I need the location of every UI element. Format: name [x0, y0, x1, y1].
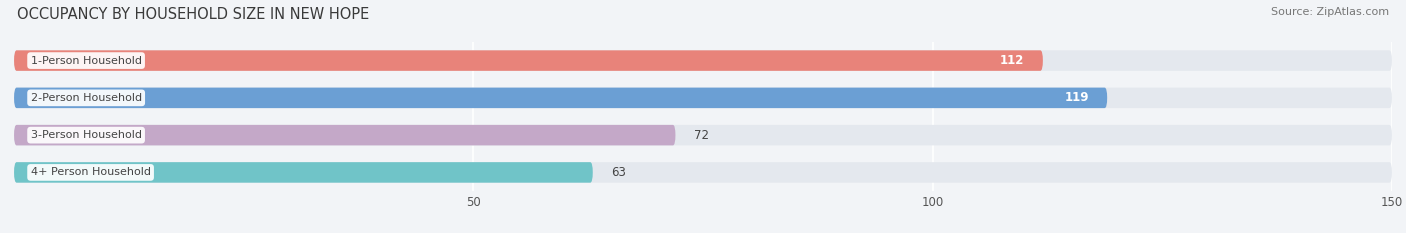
Text: 1-Person Household: 1-Person Household [31, 56, 142, 65]
FancyBboxPatch shape [14, 125, 675, 145]
FancyBboxPatch shape [14, 50, 1043, 71]
Text: 4+ Person Household: 4+ Person Household [31, 168, 150, 177]
FancyBboxPatch shape [14, 88, 1392, 108]
Text: OCCUPANCY BY HOUSEHOLD SIZE IN NEW HOPE: OCCUPANCY BY HOUSEHOLD SIZE IN NEW HOPE [17, 7, 370, 22]
Text: 2-Person Household: 2-Person Household [31, 93, 142, 103]
Text: 72: 72 [693, 129, 709, 142]
Text: 3-Person Household: 3-Person Household [31, 130, 142, 140]
Text: 119: 119 [1064, 91, 1088, 104]
FancyBboxPatch shape [14, 162, 1392, 183]
Text: 112: 112 [1000, 54, 1025, 67]
Text: 63: 63 [612, 166, 626, 179]
FancyBboxPatch shape [14, 125, 1392, 145]
FancyBboxPatch shape [14, 162, 593, 183]
Text: Source: ZipAtlas.com: Source: ZipAtlas.com [1271, 7, 1389, 17]
FancyBboxPatch shape [14, 88, 1107, 108]
FancyBboxPatch shape [14, 50, 1392, 71]
